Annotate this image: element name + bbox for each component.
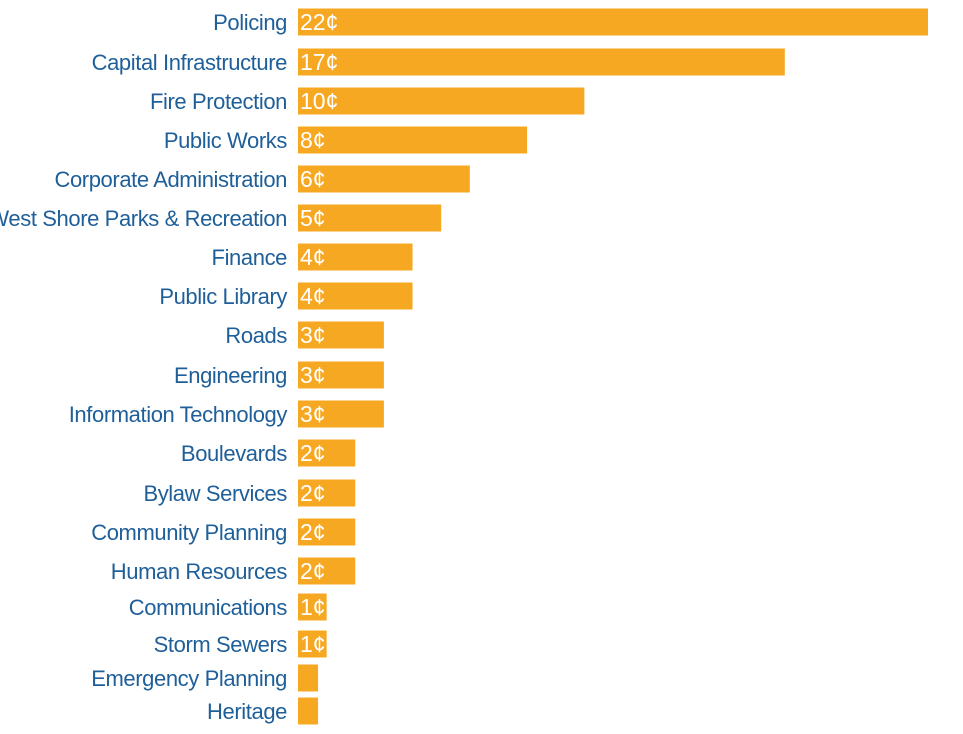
value-label-information-technology: 3¢ bbox=[300, 401, 326, 427]
bar-policing bbox=[298, 8, 928, 36]
bar-communications bbox=[298, 593, 327, 621]
category-label-bylaw-services: Bylaw Services bbox=[143, 481, 287, 506]
value-label-capital-infrastructure: 17¢ bbox=[300, 49, 338, 75]
value-label-community-planning: 2¢ bbox=[300, 519, 326, 545]
category-label-public-works: Public Works bbox=[164, 128, 288, 153]
value-label-engineering: 3¢ bbox=[300, 362, 326, 388]
category-label-roads: Roads bbox=[225, 323, 287, 348]
category-labels-group: Policing Capital Infrastructure Fire Prote… bbox=[0, 10, 288, 724]
bar-finance bbox=[298, 243, 413, 271]
bar-bylaw-services bbox=[298, 479, 356, 507]
bar-public-library bbox=[298, 282, 413, 310]
category-label-public-library: Public Library bbox=[159, 284, 287, 309]
value-label-roads: 3¢ bbox=[300, 322, 326, 348]
category-label-corporate-administration: Corporate Administration bbox=[54, 167, 287, 192]
value-label-corporate-administration: 6¢ bbox=[300, 166, 326, 192]
value-label-communications: 1¢ bbox=[300, 594, 326, 620]
category-label-west-shore-parks-and-recreation: West Shore Parks & Recreation bbox=[0, 206, 287, 231]
value-label-west-shore-parks-and-recreation: 5¢ bbox=[300, 205, 326, 231]
bar-corporate-administration bbox=[298, 165, 470, 193]
value-label-policing: 22¢ bbox=[300, 9, 338, 35]
category-label-fire-protection: Fire Protection bbox=[150, 89, 287, 114]
category-label-heritage: Heritage bbox=[207, 699, 287, 724]
value-label-public-works: 8¢ bbox=[300, 127, 326, 153]
bar-boulevards bbox=[298, 439, 356, 467]
category-label-storm-sewers: Storm Sewers bbox=[154, 632, 288, 657]
value-label-storm-sewers: 1¢ bbox=[300, 631, 326, 657]
value-labels-group: 22¢ 17¢ 10¢ 8¢ 6¢ 5¢ 4¢ 4¢ 3¢ 3¢ 3¢ 2¢ 2¢ 2¢ 2¢ 1¢ 1¢ bbox=[300, 9, 338, 657]
value-label-boulevards: 2¢ bbox=[300, 440, 326, 466]
category-label-human-resources: Human Resources bbox=[111, 559, 288, 584]
bar-emergency-planning bbox=[298, 664, 319, 692]
bar-information-technology bbox=[298, 400, 384, 428]
value-label-fire-protection: 10¢ bbox=[300, 88, 338, 114]
category-label-capital-infrastructure: Capital Infrastructure bbox=[92, 50, 288, 75]
bar-engineering bbox=[298, 361, 384, 389]
category-label-communications: Communications bbox=[129, 595, 288, 620]
value-label-human-resources: 2¢ bbox=[300, 558, 326, 584]
bar-human-resources bbox=[298, 557, 356, 585]
bar-west-shore-parks-and-recreation bbox=[298, 204, 442, 232]
category-label-boulevards: Boulevards bbox=[181, 441, 287, 466]
category-label-community-planning: Community Planning bbox=[91, 520, 287, 545]
category-label-finance: Finance bbox=[212, 245, 288, 270]
bar-storm-sewers bbox=[298, 630, 327, 658]
category-label-policing: Policing bbox=[213, 10, 287, 35]
bar-heritage bbox=[298, 697, 319, 725]
bar-community-planning bbox=[298, 518, 356, 546]
bar-capital-infrastructure bbox=[298, 48, 785, 76]
bar-fire-protection bbox=[298, 87, 585, 115]
category-label-emergency-planning: Emergency Planning bbox=[91, 666, 287, 691]
bar-public-works bbox=[298, 126, 528, 154]
value-label-public-library: 4¢ bbox=[300, 283, 326, 309]
category-label-engineering: Engineering bbox=[174, 363, 287, 388]
value-label-bylaw-services: 2¢ bbox=[300, 480, 326, 506]
value-label-finance: 4¢ bbox=[300, 244, 326, 270]
category-label-information-technology: Information Technology bbox=[69, 402, 288, 427]
bars-group bbox=[298, 8, 928, 725]
bar-roads bbox=[298, 321, 384, 349]
